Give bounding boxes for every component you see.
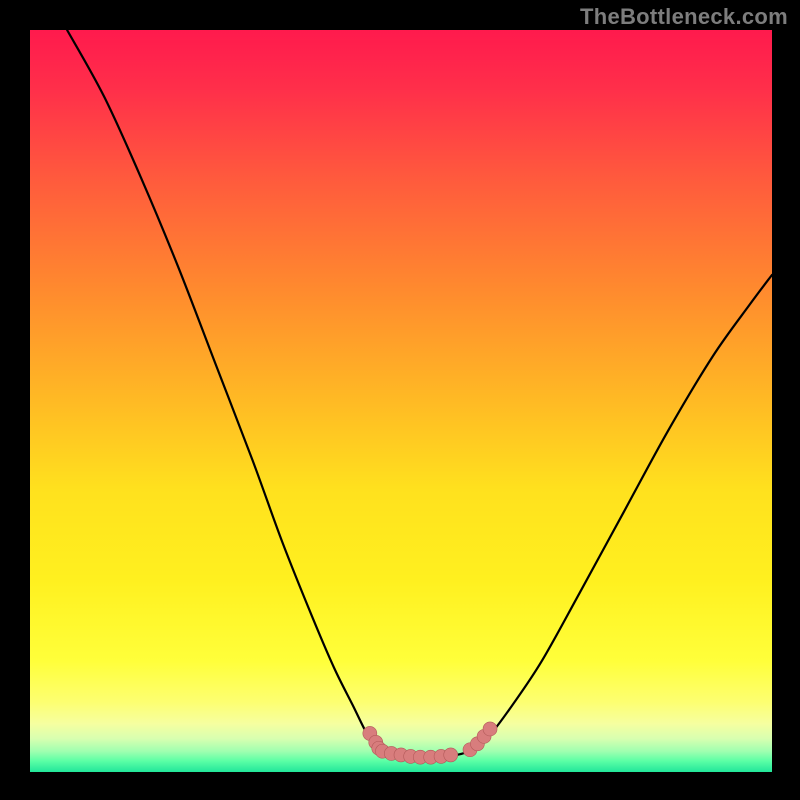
- plot-background: [30, 30, 772, 772]
- watermark-text: TheBottleneck.com: [580, 4, 788, 30]
- dot-bottom-run: [444, 748, 458, 762]
- dot-right-cluster: [483, 722, 497, 736]
- bottleneck-curve-chart: [0, 0, 800, 800]
- chart-stage: TheBottleneck.com: [0, 0, 800, 800]
